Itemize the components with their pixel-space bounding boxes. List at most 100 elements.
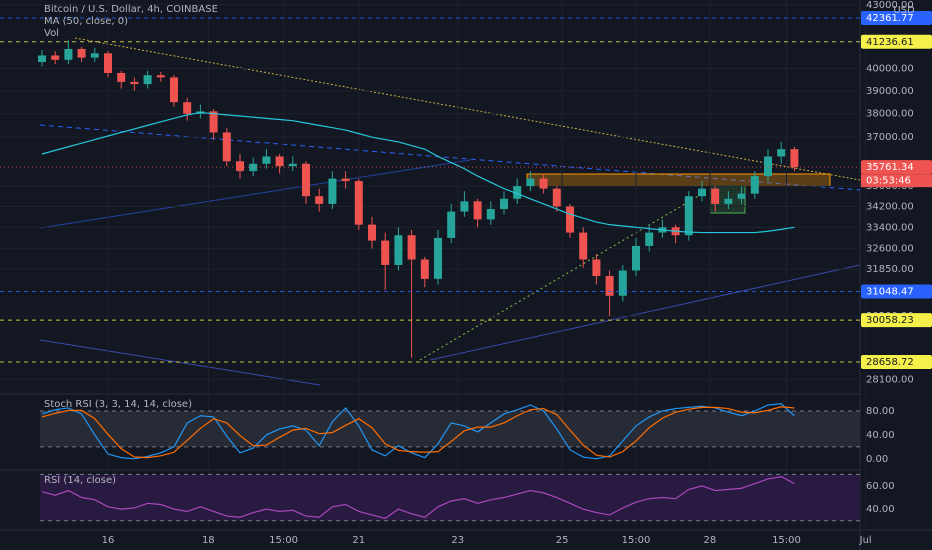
candle-body: [592, 259, 601, 277]
candle-body: [434, 237, 442, 279]
indicator-line: [41, 476, 795, 520]
countdown: 03:53:46: [866, 176, 911, 187]
level-badge: [861, 11, 932, 26]
candle-body: [447, 211, 456, 238]
x-tick-label: 16: [102, 535, 115, 546]
y-tick-label: 39000.00: [866, 86, 914, 97]
x-tick-label: 15:00: [622, 535, 651, 546]
level-label: 42361.77: [866, 13, 914, 24]
level-badge: [861, 160, 932, 175]
indicator-line: [41, 403, 795, 460]
currency: USD: [893, 5, 915, 16]
trend-line: [39, 124, 861, 191]
candle-body: [381, 240, 390, 265]
candle-body: [777, 149, 786, 157]
candle-body: [156, 75, 165, 78]
y-tick-label: 40.00: [866, 430, 895, 441]
y-tick-label: 43000.00: [866, 0, 914, 11]
trend-line: [419, 194, 701, 361]
candle-body: [315, 196, 324, 204]
candle-body: [645, 232, 654, 246]
indicator-line: [41, 406, 795, 459]
candle-body: [698, 188, 706, 197]
candle-body: [51, 55, 60, 60]
candle-body: [632, 245, 640, 271]
x-tick-label: 18: [202, 535, 215, 546]
candle-body: [143, 75, 152, 85]
candle-body: [684, 196, 693, 236]
trend-line: [39, 159, 471, 229]
candle-body: [513, 186, 522, 199]
candle-body: [368, 224, 376, 241]
candle-body: [288, 163, 297, 167]
candle-body: [539, 178, 548, 189]
trend-line: [429, 264, 861, 361]
y-tick-label: 34200.00: [866, 201, 914, 212]
y-tick-label: 37000.00: [866, 132, 914, 143]
level-label: 35761.34: [866, 162, 914, 173]
candle-body: [711, 188, 720, 204]
candle-body: [77, 48, 86, 58]
candle-body: [394, 235, 403, 265]
candle-body: [302, 163, 310, 197]
level-badge: [861, 355, 932, 370]
x-tick-label: 21: [352, 535, 365, 546]
candle-body: [328, 178, 337, 204]
candle-body: [117, 72, 126, 82]
candle-body: [90, 53, 99, 58]
candle-body: [275, 156, 284, 167]
level-label: 30058.23: [866, 315, 914, 326]
candle-body: [579, 232, 588, 260]
candle-body: [764, 156, 772, 177]
candle-body: [420, 259, 429, 279]
x-tick-label: Jul: [859, 535, 872, 546]
level-badge: [861, 284, 932, 299]
y-tick-label: 38000.00: [866, 109, 914, 120]
y-tick-label: 28100.00: [866, 374, 914, 385]
vol-label: Vol: [44, 28, 59, 39]
chart-title: Bitcoin / U.S. Dollar, 4h, COINBASE: [44, 4, 218, 15]
rsi-title: RSI (14, close): [44, 475, 116, 486]
candle-body: [750, 176, 759, 194]
candle-body: [486, 209, 495, 220]
y-tick-label: 80.00: [866, 406, 895, 417]
x-tick-label: 15:00: [772, 535, 801, 546]
candle-body: [38, 55, 46, 62]
candle-body: [183, 102, 192, 114]
trend-line: [74, 37, 861, 181]
ma-label: MA (50, close, 0): [44, 16, 128, 27]
x-tick-label: 23: [451, 535, 464, 546]
candle-body: [566, 206, 574, 233]
candle-body: [552, 188, 561, 207]
y-tick-label: 40000.00: [866, 64, 914, 75]
candle-body: [790, 149, 799, 168]
candle-body: [473, 201, 482, 220]
stoch-title: Stoch RSI (3, 3, 14, 14, close): [44, 399, 192, 410]
candle-body: [618, 270, 627, 296]
y-tick-label: 0.00: [866, 454, 888, 465]
candle-body: [64, 48, 73, 60]
level-label: 28658.72: [866, 357, 914, 368]
x-tick-label: 28: [704, 535, 717, 546]
candle-body: [104, 53, 112, 73]
candle-body: [605, 276, 614, 296]
candle-body: [341, 178, 350, 182]
x-tick-label: 15:00: [269, 535, 298, 546]
y-tick-label: 32600.00: [866, 244, 914, 255]
candle-body: [236, 161, 244, 172]
candle-body: [460, 201, 469, 212]
candle-body: [130, 81, 139, 85]
y-tick-label: 33400.00: [866, 222, 914, 233]
zone: [526, 173, 831, 187]
y-tick-label: 60.00: [866, 481, 895, 492]
candle-body: [170, 77, 178, 103]
band-fill: [40, 410, 860, 447]
candle-body: [222, 132, 231, 162]
level-label: 31048.47: [866, 287, 914, 298]
countdown-badge: [861, 174, 932, 188]
candle-body: [249, 163, 258, 172]
candle-body: [354, 181, 363, 225]
level-label: 41236.61: [866, 37, 914, 48]
candle-body: [737, 193, 746, 199]
